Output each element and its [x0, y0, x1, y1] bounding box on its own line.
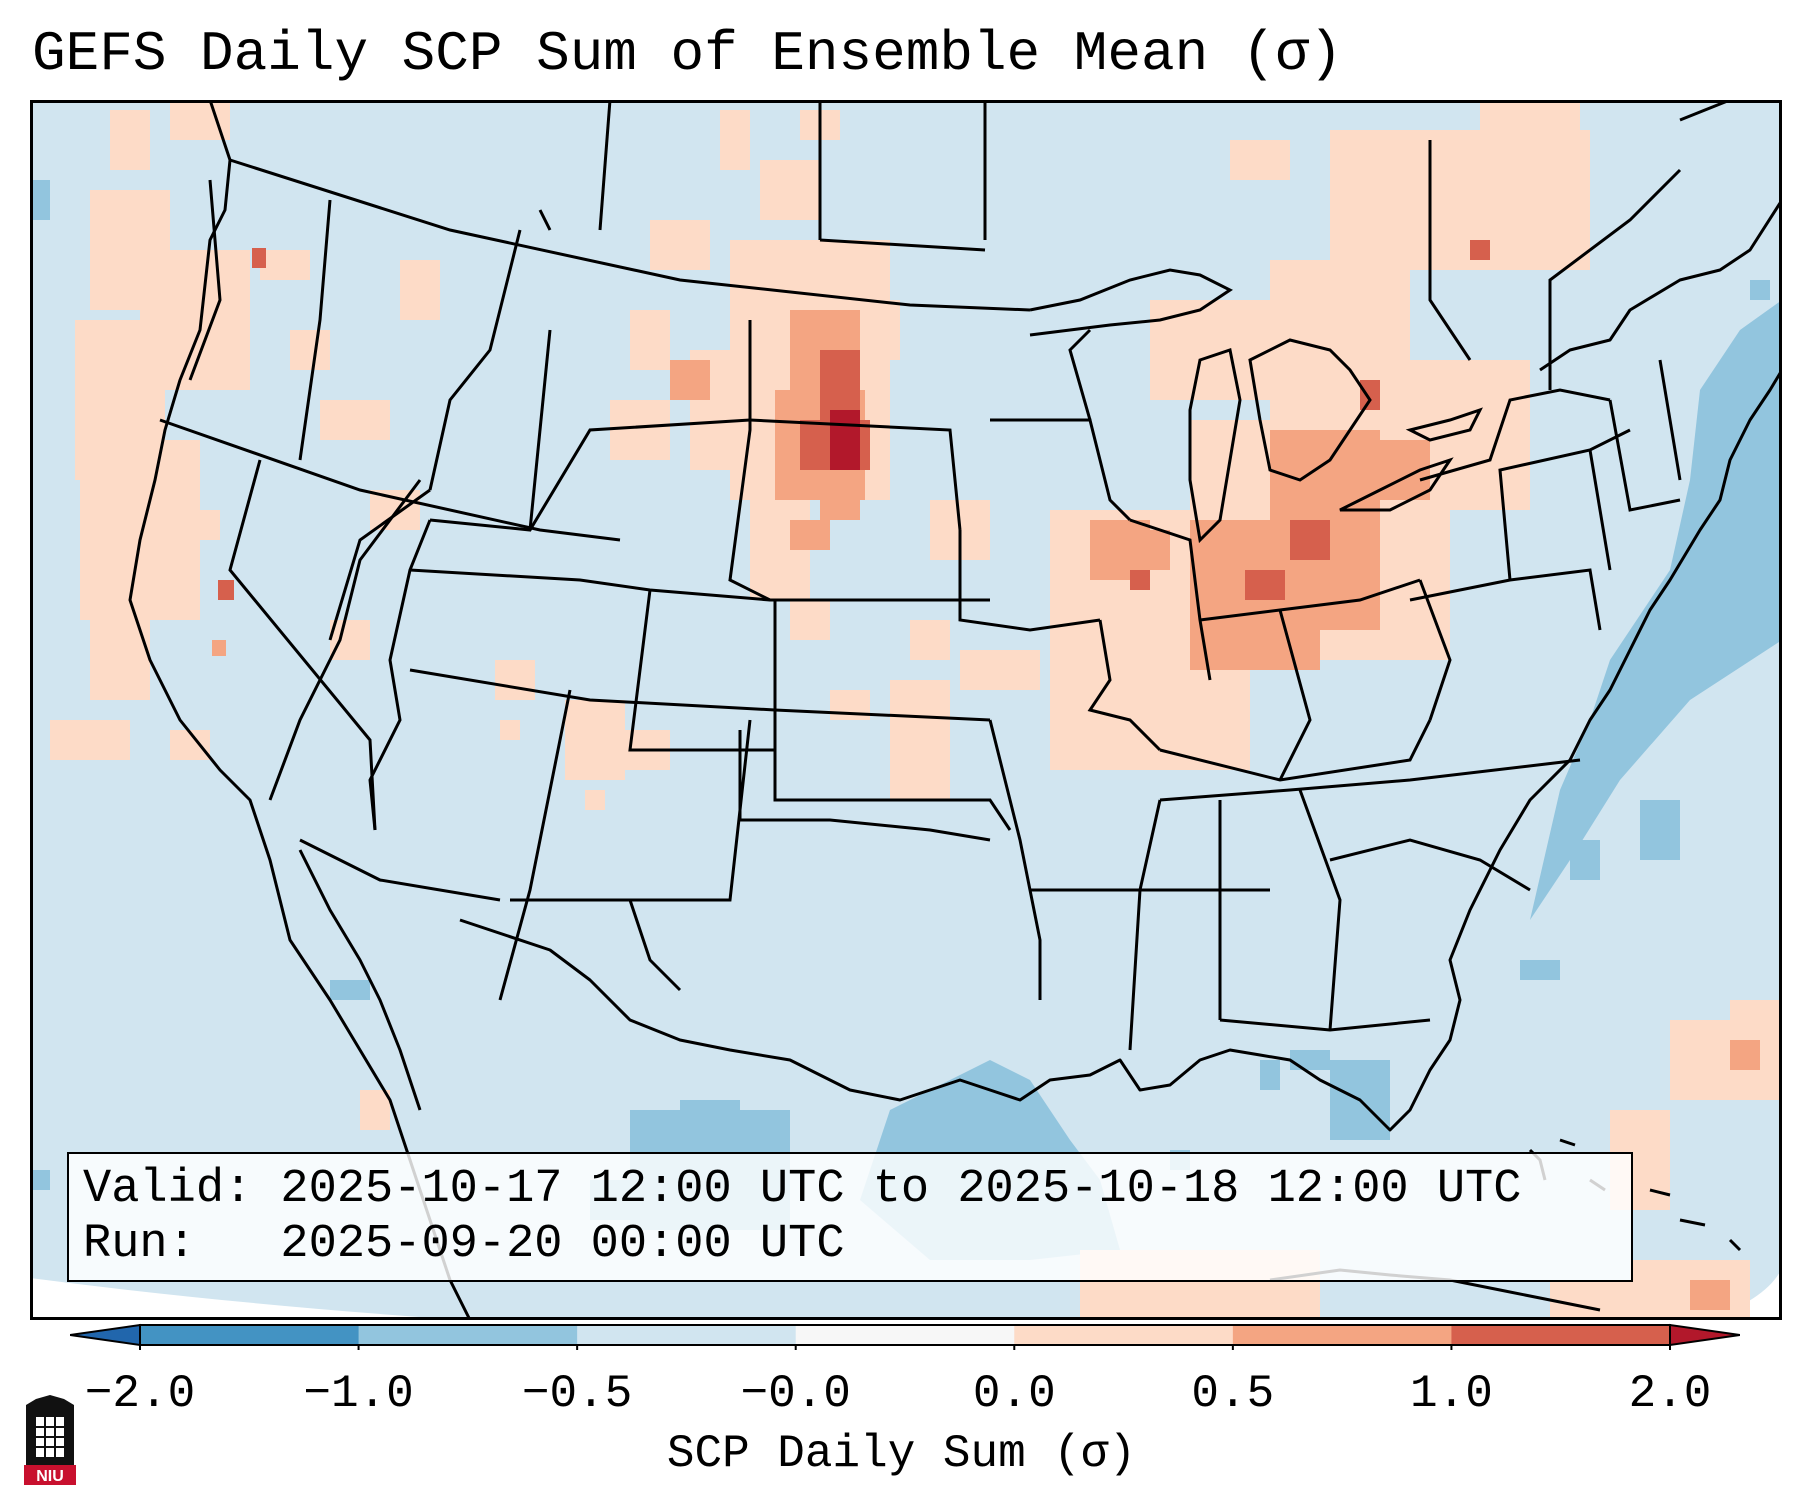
- colorbar-tick-label: 0.5: [1191, 1368, 1275, 1420]
- colorbar-bin: [1451, 1325, 1671, 1345]
- max-region-dakotas: [830, 410, 860, 470]
- coastline: [128, 100, 1782, 1320]
- map-frame: [30, 100, 1782, 1320]
- map-edge-white: [30, 1278, 463, 1320]
- colorbar-frame: [139, 1324, 1671, 1346]
- niu-logo: NIU: [24, 1395, 76, 1485]
- colorbar-tick-label: −0.0: [740, 1368, 851, 1420]
- colorbar-tick-label: −2.0: [84, 1368, 196, 1420]
- colorbar-bin: [1014, 1325, 1234, 1345]
- colorbar-under-extension: [70, 1323, 141, 1347]
- colorbar-bin: [140, 1325, 360, 1345]
- colorbar: [70, 1323, 1740, 1350]
- colorbar-tick-label: 0.0: [972, 1368, 1056, 1420]
- map-canvas: [30, 100, 1782, 1320]
- colorbar-tick-label: −1.0: [303, 1368, 414, 1420]
- logo-text: NIU: [36, 1468, 64, 1485]
- info-box: Valid: 2025-10-17 12:00 UTC to 2025-10-1…: [67, 1152, 1633, 1282]
- moderate-region-caribbean: [1690, 1040, 1760, 1310]
- strong-region-indiana: [1130, 240, 1490, 600]
- negative-region-atlantic: [1520, 280, 1782, 980]
- valid-time: Valid: 2025-10-17 12:00 UTC to 2025-10-1…: [83, 1163, 1522, 1216]
- colorbar-label: SCP Daily Sum (σ): [666, 1428, 1137, 1480]
- map-edge-white-right: [1707, 1268, 1782, 1320]
- colorbar-bin: [1232, 1325, 1452, 1345]
- run-time: Run: 2025-09-20 00:00 UTC: [83, 1218, 845, 1271]
- colorbar-bin: [795, 1325, 1015, 1345]
- map-panel: [30, 100, 1782, 1320]
- colorbar-tick-label: 2.0: [1628, 1368, 1712, 1420]
- map-title: GEFS Daily SCP Sum of Ensemble Mean (σ): [32, 22, 1343, 86]
- colorbar-bin: [577, 1325, 797, 1345]
- positive-region-west: [50, 100, 440, 760]
- hotspot-oregon: [252, 248, 266, 268]
- colorbar-over-extension: [1669, 1323, 1740, 1347]
- state-boundaries: [159, 100, 1731, 1051]
- colorbar-tick-label: −0.5: [521, 1368, 633, 1420]
- great-lakes: [1029, 268, 1483, 544]
- spot-nevada: [212, 640, 226, 656]
- colorbar-bin: [358, 1325, 578, 1345]
- colorbar-tick-label: 1.0: [1410, 1368, 1493, 1420]
- hotspot-nevada: [218, 580, 234, 600]
